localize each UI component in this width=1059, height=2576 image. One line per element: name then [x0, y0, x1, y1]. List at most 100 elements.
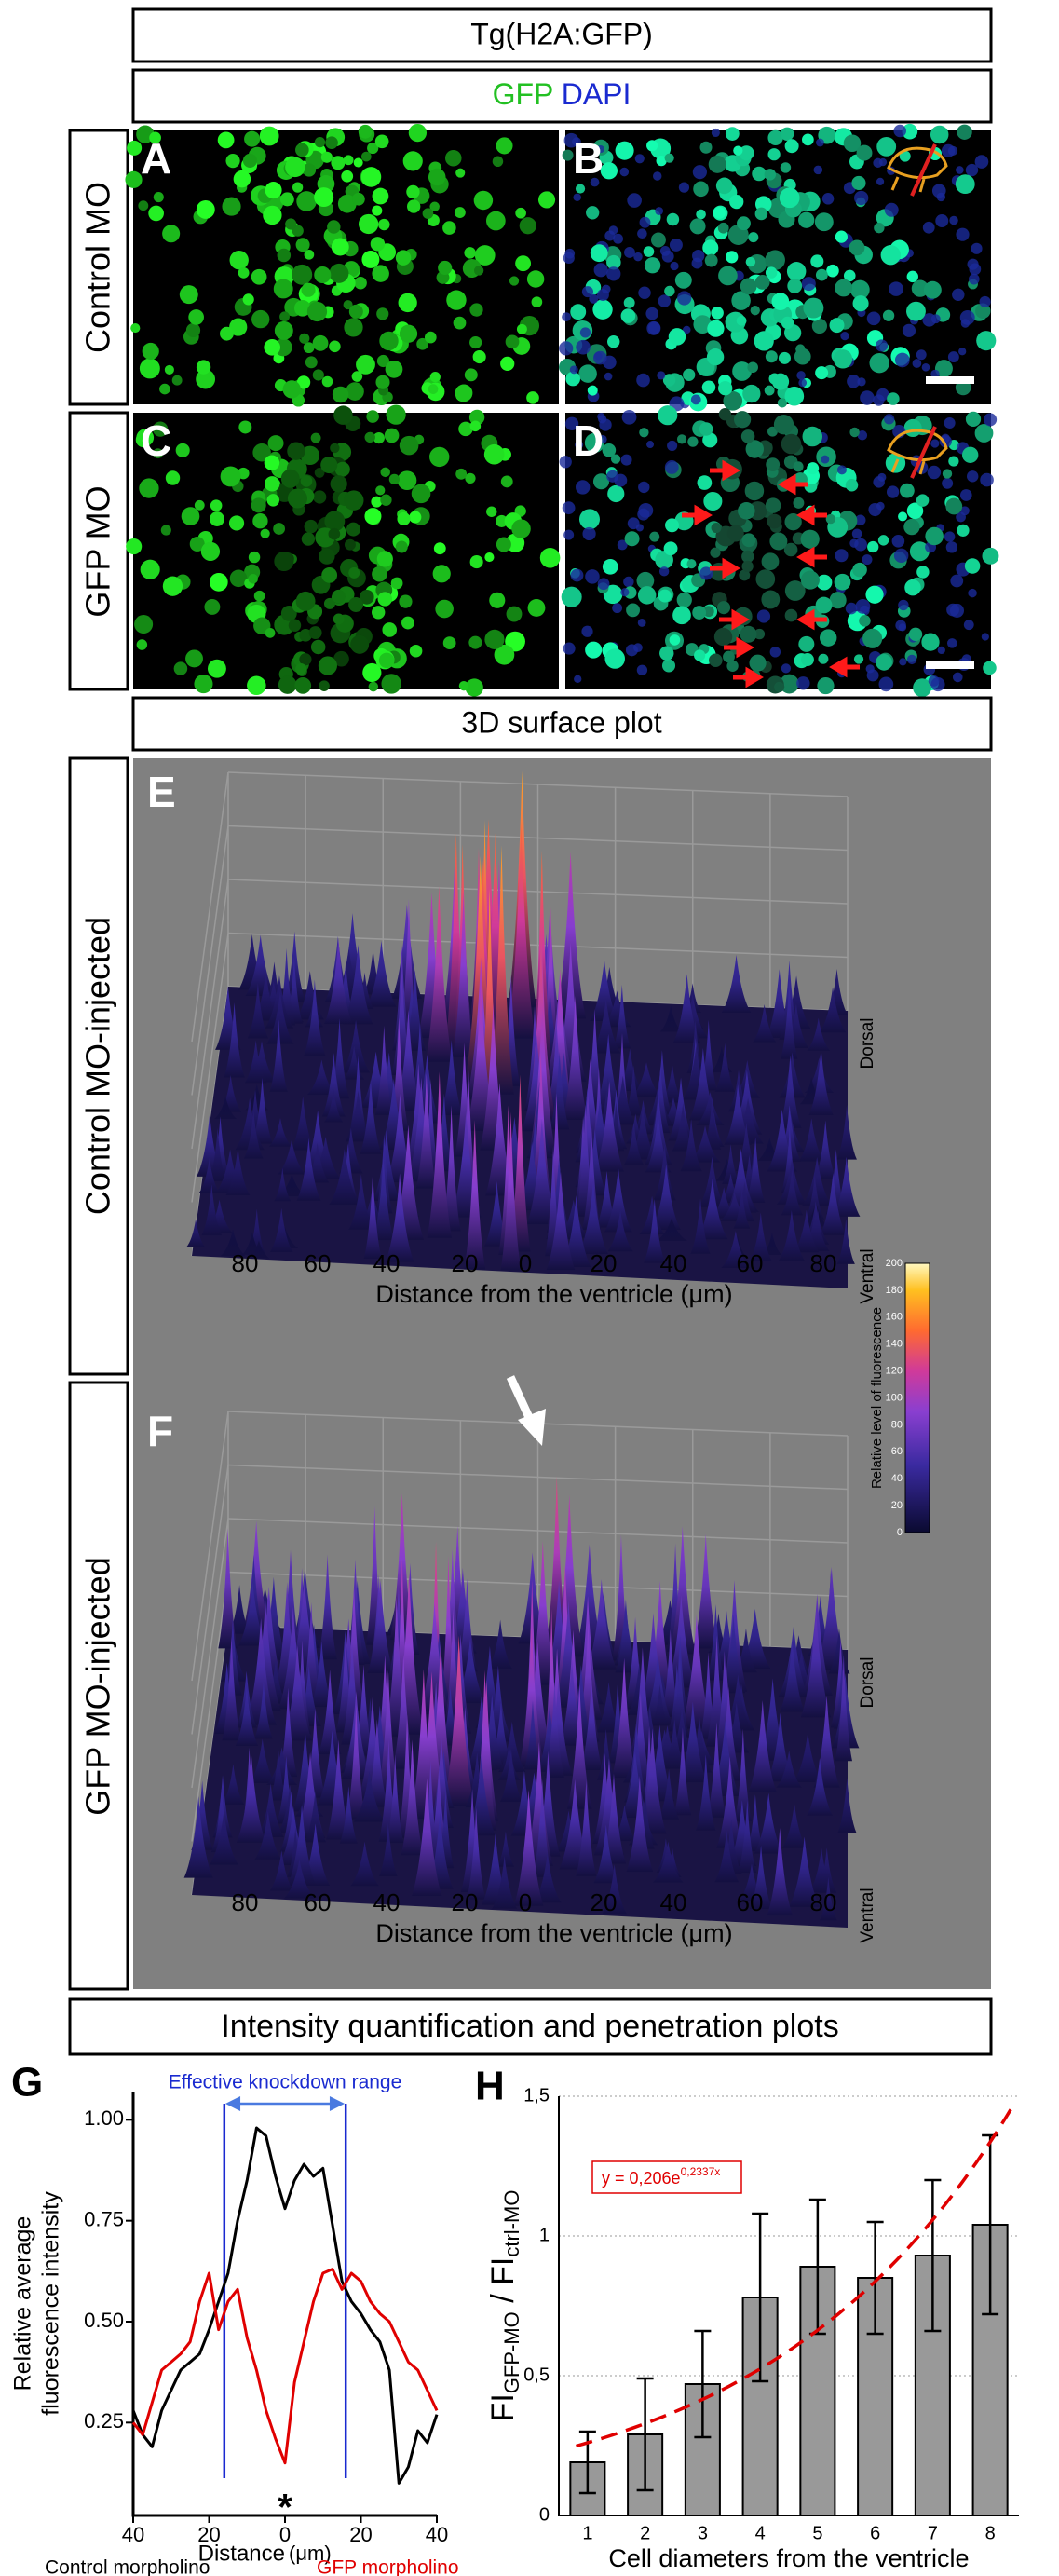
cell — [304, 249, 315, 260]
surface-peak — [724, 1084, 753, 1145]
cell — [140, 559, 160, 579]
nucleus — [968, 273, 980, 285]
cell — [908, 627, 923, 641]
cell — [329, 263, 349, 283]
surface-peak — [464, 1120, 486, 1270]
cell — [399, 594, 413, 608]
surface-peak — [604, 1167, 632, 1233]
cell — [333, 613, 345, 625]
surface-peak — [387, 1754, 404, 1844]
cell — [800, 570, 820, 590]
cell — [348, 304, 363, 319]
surface-peak — [466, 1807, 486, 1900]
cell — [664, 153, 674, 163]
nucleus — [956, 227, 970, 241]
trendline-label: y = 0,206e0,2337x — [602, 2165, 720, 2188]
nucleus — [625, 644, 638, 657]
nucleus — [563, 132, 579, 148]
surface-peak — [668, 1077, 694, 1141]
surface-peak — [519, 1627, 545, 1767]
nucleus — [769, 647, 781, 658]
colorbar-tick-label: 20 — [891, 1500, 903, 1511]
wall-grid — [191, 825, 229, 1096]
surface-peak — [546, 1476, 568, 1646]
cell — [948, 456, 959, 467]
cell — [248, 574, 258, 584]
surface-peak — [452, 890, 475, 1057]
cell — [732, 361, 752, 381]
surface-peak — [746, 1794, 765, 1852]
surface-peak — [524, 1741, 554, 1866]
cell — [125, 170, 143, 188]
cell — [279, 311, 290, 322]
nucleus — [865, 664, 875, 674]
surface-peak — [304, 1791, 327, 1843]
surface-peak — [749, 1845, 773, 1910]
cell — [367, 142, 379, 155]
cell — [473, 266, 484, 276]
cell — [537, 191, 556, 209]
colorbar-tick-label: 180 — [886, 1285, 903, 1296]
surface-peak — [781, 1169, 804, 1216]
white-arrow-head — [518, 1409, 546, 1446]
cell — [175, 443, 190, 457]
surface-peak — [690, 1198, 711, 1254]
cell — [464, 368, 478, 382]
nucleus — [613, 233, 623, 244]
cell — [643, 246, 655, 257]
cell — [160, 525, 171, 536]
cell — [360, 151, 372, 162]
cell — [319, 548, 335, 565]
cell — [921, 633, 940, 651]
surface-peak — [697, 1179, 728, 1240]
surface-peak — [754, 1792, 783, 1854]
cell — [314, 136, 326, 148]
ventral-label: Ventral — [858, 1888, 877, 1942]
cell — [313, 490, 327, 504]
cell — [165, 470, 181, 485]
surface-peak — [306, 1059, 337, 1096]
cell — [703, 491, 723, 511]
surface-peak — [341, 1020, 371, 1073]
section-plane — [910, 426, 937, 479]
cell — [902, 123, 918, 140]
cell — [485, 211, 506, 231]
surface-peak — [631, 1062, 662, 1097]
cell — [379, 331, 399, 351]
nucleus — [949, 215, 958, 225]
nucleus — [952, 288, 965, 302]
cell — [138, 200, 149, 211]
surface-peak — [678, 1701, 708, 1783]
cell — [662, 374, 676, 387]
surface-peak — [301, 1601, 322, 1705]
nucleus — [968, 588, 977, 598]
cell — [318, 656, 337, 675]
nucleus — [612, 603, 623, 614]
cell — [296, 375, 311, 389]
cell — [278, 675, 297, 694]
nucleus — [979, 295, 991, 308]
cell — [692, 606, 707, 620]
surface-peak — [183, 1796, 213, 1878]
cell — [196, 369, 216, 389]
cell — [610, 454, 621, 464]
cell — [334, 461, 350, 477]
cell — [668, 328, 686, 346]
cell — [942, 469, 953, 479]
cell — [904, 579, 921, 596]
cell — [455, 468, 468, 480]
scale-bar — [926, 376, 974, 384]
section-title: Intensity quantification and penetration… — [221, 2009, 838, 2044]
wall-grid — [191, 771, 229, 1043]
cell — [579, 509, 600, 530]
surface-peak — [310, 1641, 333, 1708]
cell — [765, 350, 778, 363]
nucleus — [893, 548, 909, 564]
nucleus — [574, 675, 582, 684]
surface-peak — [808, 1048, 834, 1115]
nucleus — [952, 672, 963, 683]
surface-peak — [378, 1822, 398, 1876]
cell — [962, 446, 979, 463]
